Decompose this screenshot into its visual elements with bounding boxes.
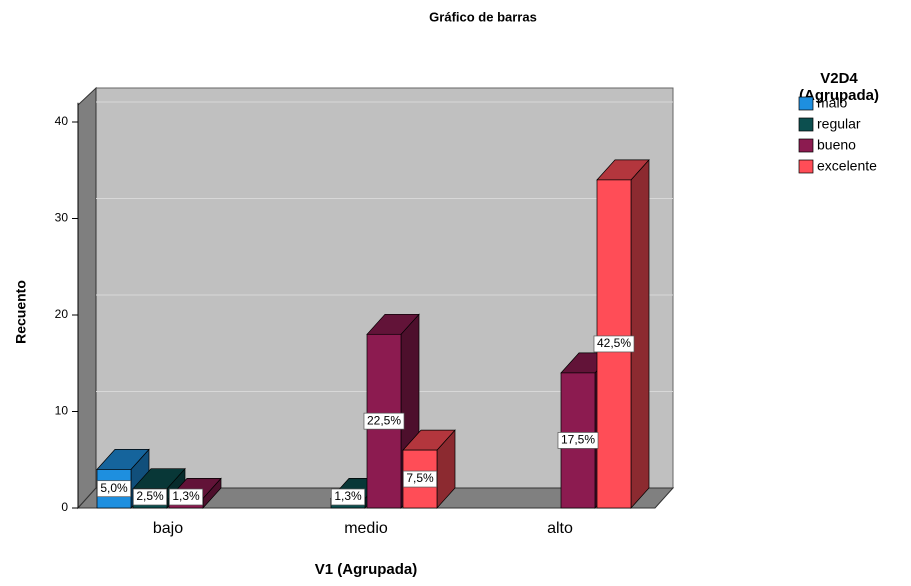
value-label-group: 17,5% (557, 432, 599, 449)
value-label: 1,3% (334, 489, 362, 503)
value-label-box (132, 488, 168, 506)
value-label-box (363, 412, 405, 430)
value-label-box (168, 488, 204, 506)
legend-title: (Agrupada) (799, 87, 879, 104)
legend-swatch (798, 117, 814, 132)
legend-swatch (798, 96, 814, 111)
legend-title: V2D4 (820, 70, 858, 87)
value-label: 5,0% (100, 481, 128, 495)
bar-side (630, 158, 650, 509)
value-label-box (402, 470, 438, 488)
x-tick-label: alto (547, 520, 573, 537)
value-label-group: 7,5% (402, 470, 438, 488)
value-label: 1,3% (172, 489, 200, 503)
y-tick-label: 0 (61, 500, 68, 514)
plot-walls (76, 86, 675, 510)
x-tick-label: bajo (153, 520, 183, 537)
y-axis-label: Recuento (13, 280, 29, 344)
value-label: 42,5% (597, 336, 631, 350)
value-label-group: 22,5% (363, 412, 405, 430)
value-label-group: 2,5% (132, 488, 168, 506)
value-label-group: 5,0% (96, 480, 132, 498)
x-tick-label: medio (344, 520, 388, 537)
value-label-box (557, 432, 599, 449)
y-tick-label: 40 (55, 114, 69, 128)
y-tick-label: 10 (55, 404, 69, 418)
value-label: 7,5% (406, 471, 434, 485)
y-tick-label: 30 (55, 211, 69, 225)
legend-swatch (798, 159, 814, 174)
left-wall (77, 86, 97, 510)
value-label-box (96, 480, 132, 498)
chart-title: Gráfico de barras (429, 9, 537, 24)
value-label-group: 1,3% (168, 488, 204, 506)
value-label-group: 1,3% (330, 488, 366, 506)
legend-swatch (798, 138, 814, 153)
legend-label: regular (817, 116, 861, 132)
y-tick-label: 20 (55, 307, 69, 321)
value-label-group: 42,5% (593, 335, 635, 353)
legend-label: bueno (817, 137, 856, 153)
value-label: 2,5% (136, 489, 164, 503)
x-axis-label: V1 (Agrupada) (315, 561, 418, 578)
value-label-box (330, 488, 366, 506)
value-label-box (593, 335, 635, 353)
legend-label: malo (817, 95, 848, 111)
value-label: 17,5% (561, 433, 595, 447)
legend-label: excelente (817, 158, 877, 174)
value-label: 22,5% (367, 413, 401, 427)
